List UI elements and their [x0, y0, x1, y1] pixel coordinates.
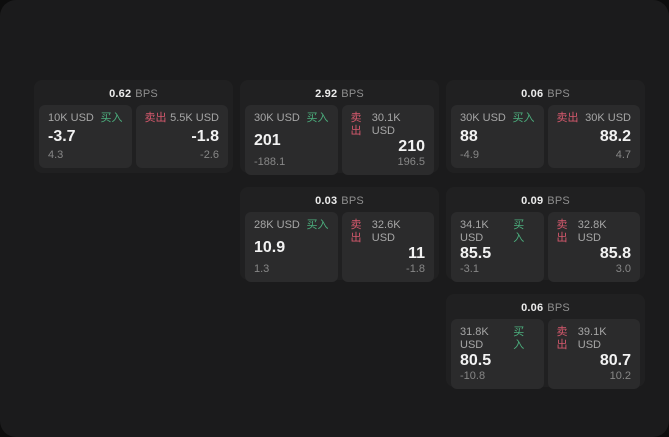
buy-button[interactable]: 买入: [513, 326, 525, 351]
sell-price: 80.7: [599, 352, 631, 369]
buy-change: 1.3: [254, 263, 270, 275]
bps-value: 0.62: [109, 88, 132, 100]
bps-header: 0.06 BPS: [451, 85, 640, 105]
sell-button[interactable]: 卖出: [556, 326, 568, 351]
quote-grid: 0.62 BPS 10K USD 买入 -3.7 4.3 卖出 5.5K USD: [34, 80, 645, 389]
bps-suffix-label: BPS: [547, 302, 570, 314]
buy-button[interactable]: 买入: [306, 219, 329, 231]
sell-amount: 32.8K USD: [577, 219, 607, 244]
bps-header: 2.92 BPS: [245, 85, 434, 105]
sell-button[interactable]: 卖出: [556, 219, 568, 244]
buy-amount: 31.8K USD: [460, 326, 489, 351]
quote-card-2: 2.92 BPS 30K USD 买入 201 -188.1 卖出 30.1K U…: [240, 80, 439, 175]
sell-quote-panel[interactable]: 卖出 30.1K USD 210 196.5: [341, 105, 434, 175]
buy-price: 201: [254, 131, 281, 149]
sell-price: 88.2: [599, 128, 631, 145]
bps-suffix-label: BPS: [341, 195, 364, 207]
bps-header: 0.06 BPS: [451, 299, 640, 319]
bps-suffix-label: BPS: [135, 88, 158, 100]
buy-change: -188.1: [254, 156, 286, 168]
buy-quote-panel[interactable]: 30K USD 买入 88 -4.9: [451, 105, 544, 168]
buy-quote-panel[interactable]: 28K USD 买入 10.9 1.3: [245, 212, 338, 282]
bps-header: 0.09 BPS: [451, 192, 640, 212]
sell-change: 4.7: [615, 149, 631, 161]
sell-price: 85.8: [599, 245, 631, 262]
sell-change: 196.5: [397, 156, 425, 168]
buy-change: -10.8: [460, 370, 486, 382]
sell-quote-panel[interactable]: 卖出 5.5K USD -1.8 -2.6: [135, 105, 228, 168]
quote-panels: 10K USD 买入 -3.7 4.3 卖出 5.5K USD -1.8 -2.…: [39, 105, 228, 168]
bps-suffix-label: BPS: [547, 88, 570, 100]
buy-quote-panel[interactable]: 30K USD 买入 201 -188.1: [245, 105, 338, 175]
sell-quote-panel[interactable]: 卖出 32.8K USD 85.8 3.0: [547, 212, 640, 282]
bps-value: 2.92: [315, 88, 338, 100]
quote-card-6: 0.06 BPS 31.8K USD 买入 80.5 -10.8 卖出 39.1K…: [446, 294, 645, 389]
sell-quote-panel[interactable]: 卖出 39.1K USD 80.7 10.2: [547, 319, 640, 389]
buy-button[interactable]: 买入: [100, 112, 123, 124]
sell-price: -1.8: [191, 128, 219, 145]
sell-amount: 39.1K USD: [577, 326, 607, 351]
sell-change: -2.6: [200, 149, 219, 161]
bps-value: 0.06: [521, 302, 544, 314]
sell-price: 11: [408, 245, 425, 262]
sell-amount: 30.1K USD: [371, 112, 401, 137]
sell-amount: 5.5K USD: [170, 112, 219, 124]
buy-quote-panel[interactable]: 34.1K USD 买入 85.5 -3.1: [451, 212, 544, 282]
buy-amount: 30K USD: [460, 112, 506, 124]
buy-amount: 28K USD: [254, 219, 300, 231]
buy-quote-panel[interactable]: 31.8K USD 买入 80.5 -10.8: [451, 319, 544, 389]
buy-price: 10.9: [254, 238, 286, 256]
sell-button[interactable]: 卖出: [350, 219, 362, 244]
sell-change: -1.8: [406, 263, 425, 275]
buy-button[interactable]: 买入: [306, 112, 329, 124]
buy-amount: 10K USD: [48, 112, 94, 124]
quote-card-5: 0.09 BPS 34.1K USD 买入 85.5 -3.1 卖出 32.8K …: [446, 187, 645, 282]
sell-amount: 30K USD: [585, 112, 631, 124]
bps-suffix-label: BPS: [547, 195, 570, 207]
sell-button[interactable]: 卖出: [556, 112, 579, 124]
quote-card-3: 0.06 BPS 30K USD 买入 88 -4.9 卖出 30K USD: [446, 80, 645, 173]
buy-change: -3.1: [460, 263, 479, 275]
quote-panels: 30K USD 买入 201 -188.1 卖出 30.1K USD 210 1…: [245, 105, 434, 175]
buy-price: 88: [460, 128, 478, 145]
buy-price: 85.5: [460, 245, 492, 262]
quote-card-4: 0.03 BPS 28K USD 买入 10.9 1.3 卖出 32.6K USD: [240, 187, 439, 282]
buy-price: 80.5: [460, 352, 492, 369]
sell-quote-panel[interactable]: 卖出 32.6K USD 11 -1.8: [341, 212, 434, 282]
sell-button[interactable]: 卖出: [144, 112, 167, 124]
bps-header: 0.62 BPS: [39, 85, 228, 105]
buy-amount: 30K USD: [254, 112, 300, 124]
sell-button[interactable]: 卖出: [350, 112, 362, 137]
buy-button[interactable]: 买入: [512, 112, 535, 124]
sell-quote-panel[interactable]: 卖出 30K USD 88.2 4.7: [547, 105, 640, 168]
buy-amount: 34.1K USD: [460, 219, 489, 244]
quote-panels: 30K USD 买入 88 -4.9 卖出 30K USD 88.2 4.7: [451, 105, 640, 168]
sell-change: 10.2: [609, 370, 631, 382]
quote-panels: 28K USD 买入 10.9 1.3 卖出 32.6K USD 11 -1.8: [245, 212, 434, 282]
buy-button[interactable]: 买入: [513, 219, 525, 244]
buy-change: -4.9: [460, 149, 479, 161]
bps-value: 0.09: [521, 195, 544, 207]
sell-change: 3.0: [615, 263, 631, 275]
bps-header: 0.03 BPS: [245, 192, 434, 212]
quote-panels: 34.1K USD 买入 85.5 -3.1 卖出 32.8K USD 85.8…: [451, 212, 640, 282]
buy-change: 4.3: [48, 149, 64, 161]
buy-quote-panel[interactable]: 10K USD 买入 -3.7 4.3: [39, 105, 132, 168]
bps-suffix-label: BPS: [341, 88, 364, 100]
buy-price: -3.7: [48, 128, 76, 145]
quote-card-1: 0.62 BPS 10K USD 买入 -3.7 4.3 卖出 5.5K USD: [34, 80, 233, 173]
bps-value: 0.06: [521, 88, 544, 100]
quote-panels: 31.8K USD 买入 80.5 -10.8 卖出 39.1K USD 80.…: [451, 319, 640, 389]
bps-value: 0.03: [315, 195, 338, 207]
sell-amount: 32.6K USD: [371, 219, 401, 244]
sell-price: 210: [398, 138, 425, 155]
